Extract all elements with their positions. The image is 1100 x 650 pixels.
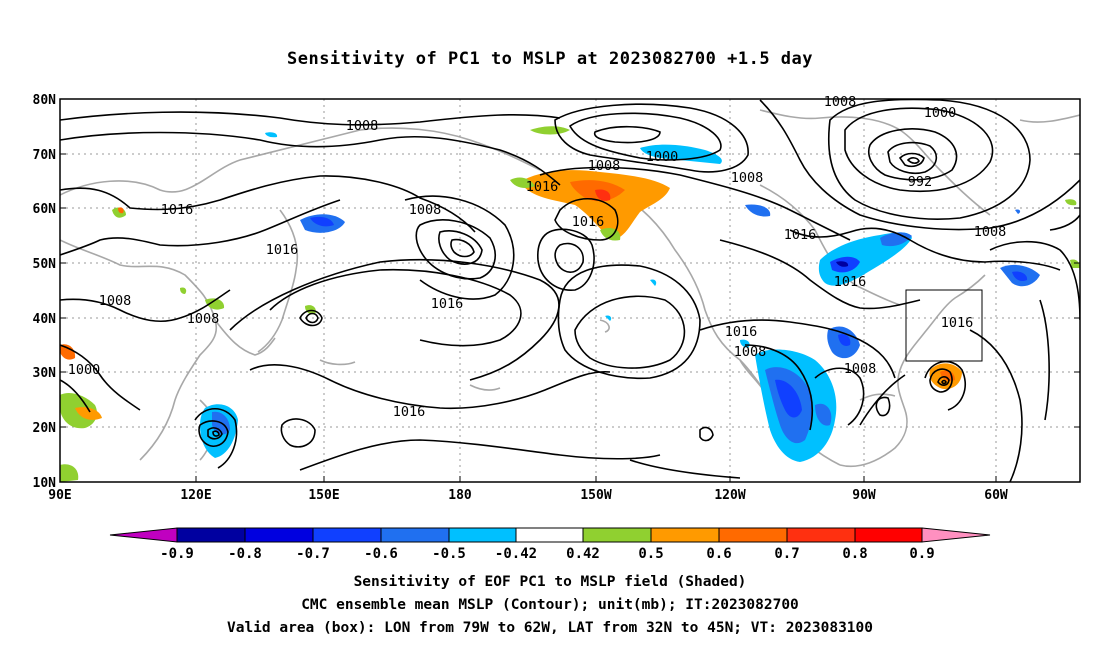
colorbar-max-arrow <box>921 527 991 543</box>
contour-label: 1008 <box>409 202 442 218</box>
lat-label: 40N <box>33 312 57 327</box>
colorbar-label: -0.6 <box>364 546 398 562</box>
colorbar-label: 0.8 <box>842 546 867 562</box>
contour-label: 1000 <box>68 362 101 378</box>
contour-label: 1016 <box>431 296 464 312</box>
lon-label: 150W <box>580 488 611 503</box>
colorbar-label: -0.5 <box>432 546 466 562</box>
contour-label: 1008 <box>974 224 1007 240</box>
longitude-labels: 90E 120E 150E 180 150W 120W 90W 60W <box>48 488 1008 503</box>
caption-valid-area: Valid area (box): LON from 79W to 62W, L… <box>226 620 873 636</box>
lat-label: 10N <box>33 476 57 491</box>
sensitivity-shading <box>60 126 1080 482</box>
colorbar-label: 0.42 <box>566 546 600 562</box>
lon-label: 60W <box>984 488 1008 503</box>
colorbar-label: 0.9 <box>909 546 934 562</box>
lat-label: 60N <box>33 202 57 217</box>
contour-label: 1008 <box>734 344 767 360</box>
contour-label: 1008 <box>844 361 877 377</box>
tick-marks <box>60 153 1080 482</box>
latitude-labels: 80N 70N 60N 50N 40N 30N 20N 10N <box>33 93 57 491</box>
colorbar-label: -0.42 <box>495 546 537 562</box>
colorbar: -0.9 -0.8 -0.7 -0.6 -0.5 -0.42 0.42 0.5 … <box>109 527 991 562</box>
colorbar-swatch <box>244 527 314 543</box>
lat-label: 20N <box>33 421 57 436</box>
contour-label: 1016 <box>784 227 817 243</box>
colorbar-label: -0.9 <box>160 546 194 562</box>
contour-label-group: 1008 1008 1000 992 1000 1008 1016 1008 1… <box>68 94 1007 420</box>
colorbar-swatch <box>650 527 720 543</box>
colorbar-swatch <box>854 527 923 543</box>
colorbar-label: 0.5 <box>638 546 663 562</box>
contour-label: 1008 <box>588 158 621 174</box>
contour-label: 1008 <box>187 311 220 327</box>
colorbar-swatch <box>582 527 652 543</box>
colorbar-label: 0.6 <box>706 546 731 562</box>
colorbar-swatch <box>448 527 517 543</box>
lon-label: 180 <box>448 488 472 503</box>
colorbar-min-arrow <box>109 527 178 543</box>
lon-label: 90E <box>48 488 71 503</box>
colorbar-labels: -0.9 -0.8 -0.7 -0.6 -0.5 -0.42 0.42 0.5 … <box>160 546 935 562</box>
contour-label: 1016 <box>725 324 758 340</box>
contour-label: 992 <box>908 174 932 190</box>
contour-label: 1016 <box>834 274 867 290</box>
colorbar-swatch <box>718 527 788 543</box>
contour-label: 1000 <box>646 149 679 165</box>
contour-label: 1008 <box>99 293 132 309</box>
colorbar-swatch <box>515 527 584 543</box>
lat-label: 30N <box>33 366 57 381</box>
colorbar-swatch <box>312 527 382 543</box>
colorbar-label: 0.7 <box>774 546 799 562</box>
colorbar-swatch <box>176 527 246 543</box>
colorbar-label: -0.8 <box>228 546 262 562</box>
lon-label: 120W <box>714 488 745 503</box>
map-frame <box>59 98 1081 483</box>
contour-label: 1016 <box>941 315 974 331</box>
colorbar-swatch <box>380 527 450 543</box>
contour-label: 1008 <box>346 118 379 134</box>
lon-label: 120E <box>180 488 211 503</box>
caption-contour: CMC ensemble mean MSLP (Contour); unit(m… <box>301 597 799 613</box>
lon-label: 90W <box>852 488 876 503</box>
contour-label: 1008 <box>731 170 764 186</box>
contour-label: 1016 <box>393 404 426 420</box>
lon-label: 150E <box>308 488 339 503</box>
contour-label: 1008 <box>824 94 857 110</box>
colorbar-swatch <box>786 527 856 543</box>
contour-label: 1016 <box>526 179 559 195</box>
contour-label: 1016 <box>161 202 194 218</box>
contour-label: 1016 <box>266 242 299 258</box>
lat-label: 80N <box>33 93 57 108</box>
map-title: Sensitivity of PC1 to MSLP at 2023082700… <box>286 49 813 69</box>
colorbar-label: -0.7 <box>296 546 330 562</box>
valid-area-box <box>905 289 983 362</box>
mslp-contours <box>60 99 1080 482</box>
lat-label: 50N <box>33 257 57 272</box>
contour-label: 1016 <box>572 214 605 230</box>
contour-label: 1000 <box>924 105 957 121</box>
lat-label: 70N <box>33 148 57 163</box>
caption-shaded: Sensitivity of EOF PC1 to MSLP field (Sh… <box>353 574 747 590</box>
